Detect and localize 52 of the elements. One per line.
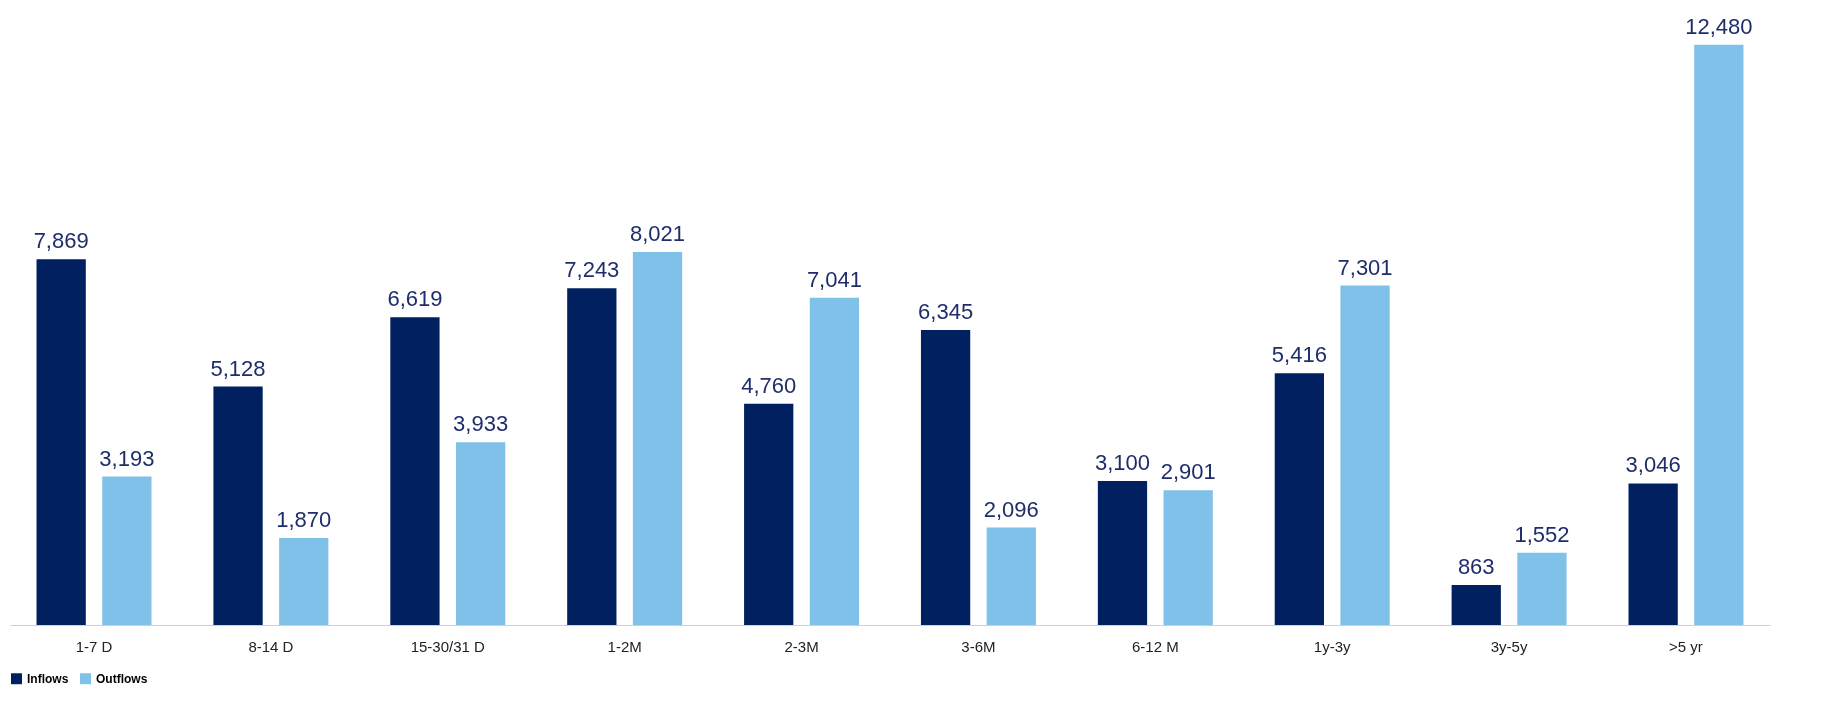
x-tick-label: 1y-3y [1313,637,1352,655]
bar [567,288,617,625]
bar [1517,552,1567,625]
data-label: 3,933 [453,411,509,437]
bar [1163,490,1213,625]
data-label: 6,619 [387,286,443,312]
data-label: 3,100 [1094,449,1151,475]
bar [632,252,683,625]
data-label: 2,096 [983,496,1039,522]
bar [744,403,794,625]
data-label: 7,041 [806,266,862,292]
data-label: 3,046 [1625,452,1681,478]
x-tick-label: 15-30/31 D [410,637,486,655]
x-tick-label: 3y-5y [1490,637,1528,655]
bar [36,259,86,625]
bar [213,386,263,625]
bar [809,297,860,625]
bar [986,527,1036,625]
data-label: 1,870 [276,507,332,533]
x-tick-label: 1-7 D [75,637,113,655]
data-label: 4,760 [741,372,797,398]
data-label: 5,128 [210,355,266,381]
bar [102,476,152,625]
bar [1628,483,1678,625]
bar [390,317,440,625]
data-label: 3,193 [99,445,155,471]
bar [279,538,329,625]
x-tick-label: 1-2M [607,637,642,655]
bar [456,442,506,625]
x-tick-label: 8-14 D [248,637,294,655]
legend-label: Outflows [96,671,148,686]
bar [920,330,971,625]
data-label: 7,869 [33,228,89,254]
bar [1451,584,1501,625]
data-label: 863 [1457,553,1495,579]
data-label: 12,480 [1685,13,1753,39]
data-label: 8,021 [629,221,686,247]
x-tick-label: 3-6M [961,637,996,655]
data-label: 2,901 [1160,459,1216,485]
data-label: 7,301 [1337,254,1393,280]
bar [1340,285,1390,625]
x-tick-label: 6-12 M [1131,637,1179,655]
x-tick-label: 2-3M [784,637,819,655]
bar [1274,373,1324,625]
data-label: 7,243 [564,257,620,283]
bar [1097,480,1148,625]
bar [1694,44,1744,625]
data-label: 6,345 [918,299,974,325]
data-label: 5,416 [1271,342,1327,368]
x-tick-label: >5 yr [1669,637,1703,655]
legend-label: Inflows [27,671,69,686]
data-label: 1,552 [1514,521,1570,547]
